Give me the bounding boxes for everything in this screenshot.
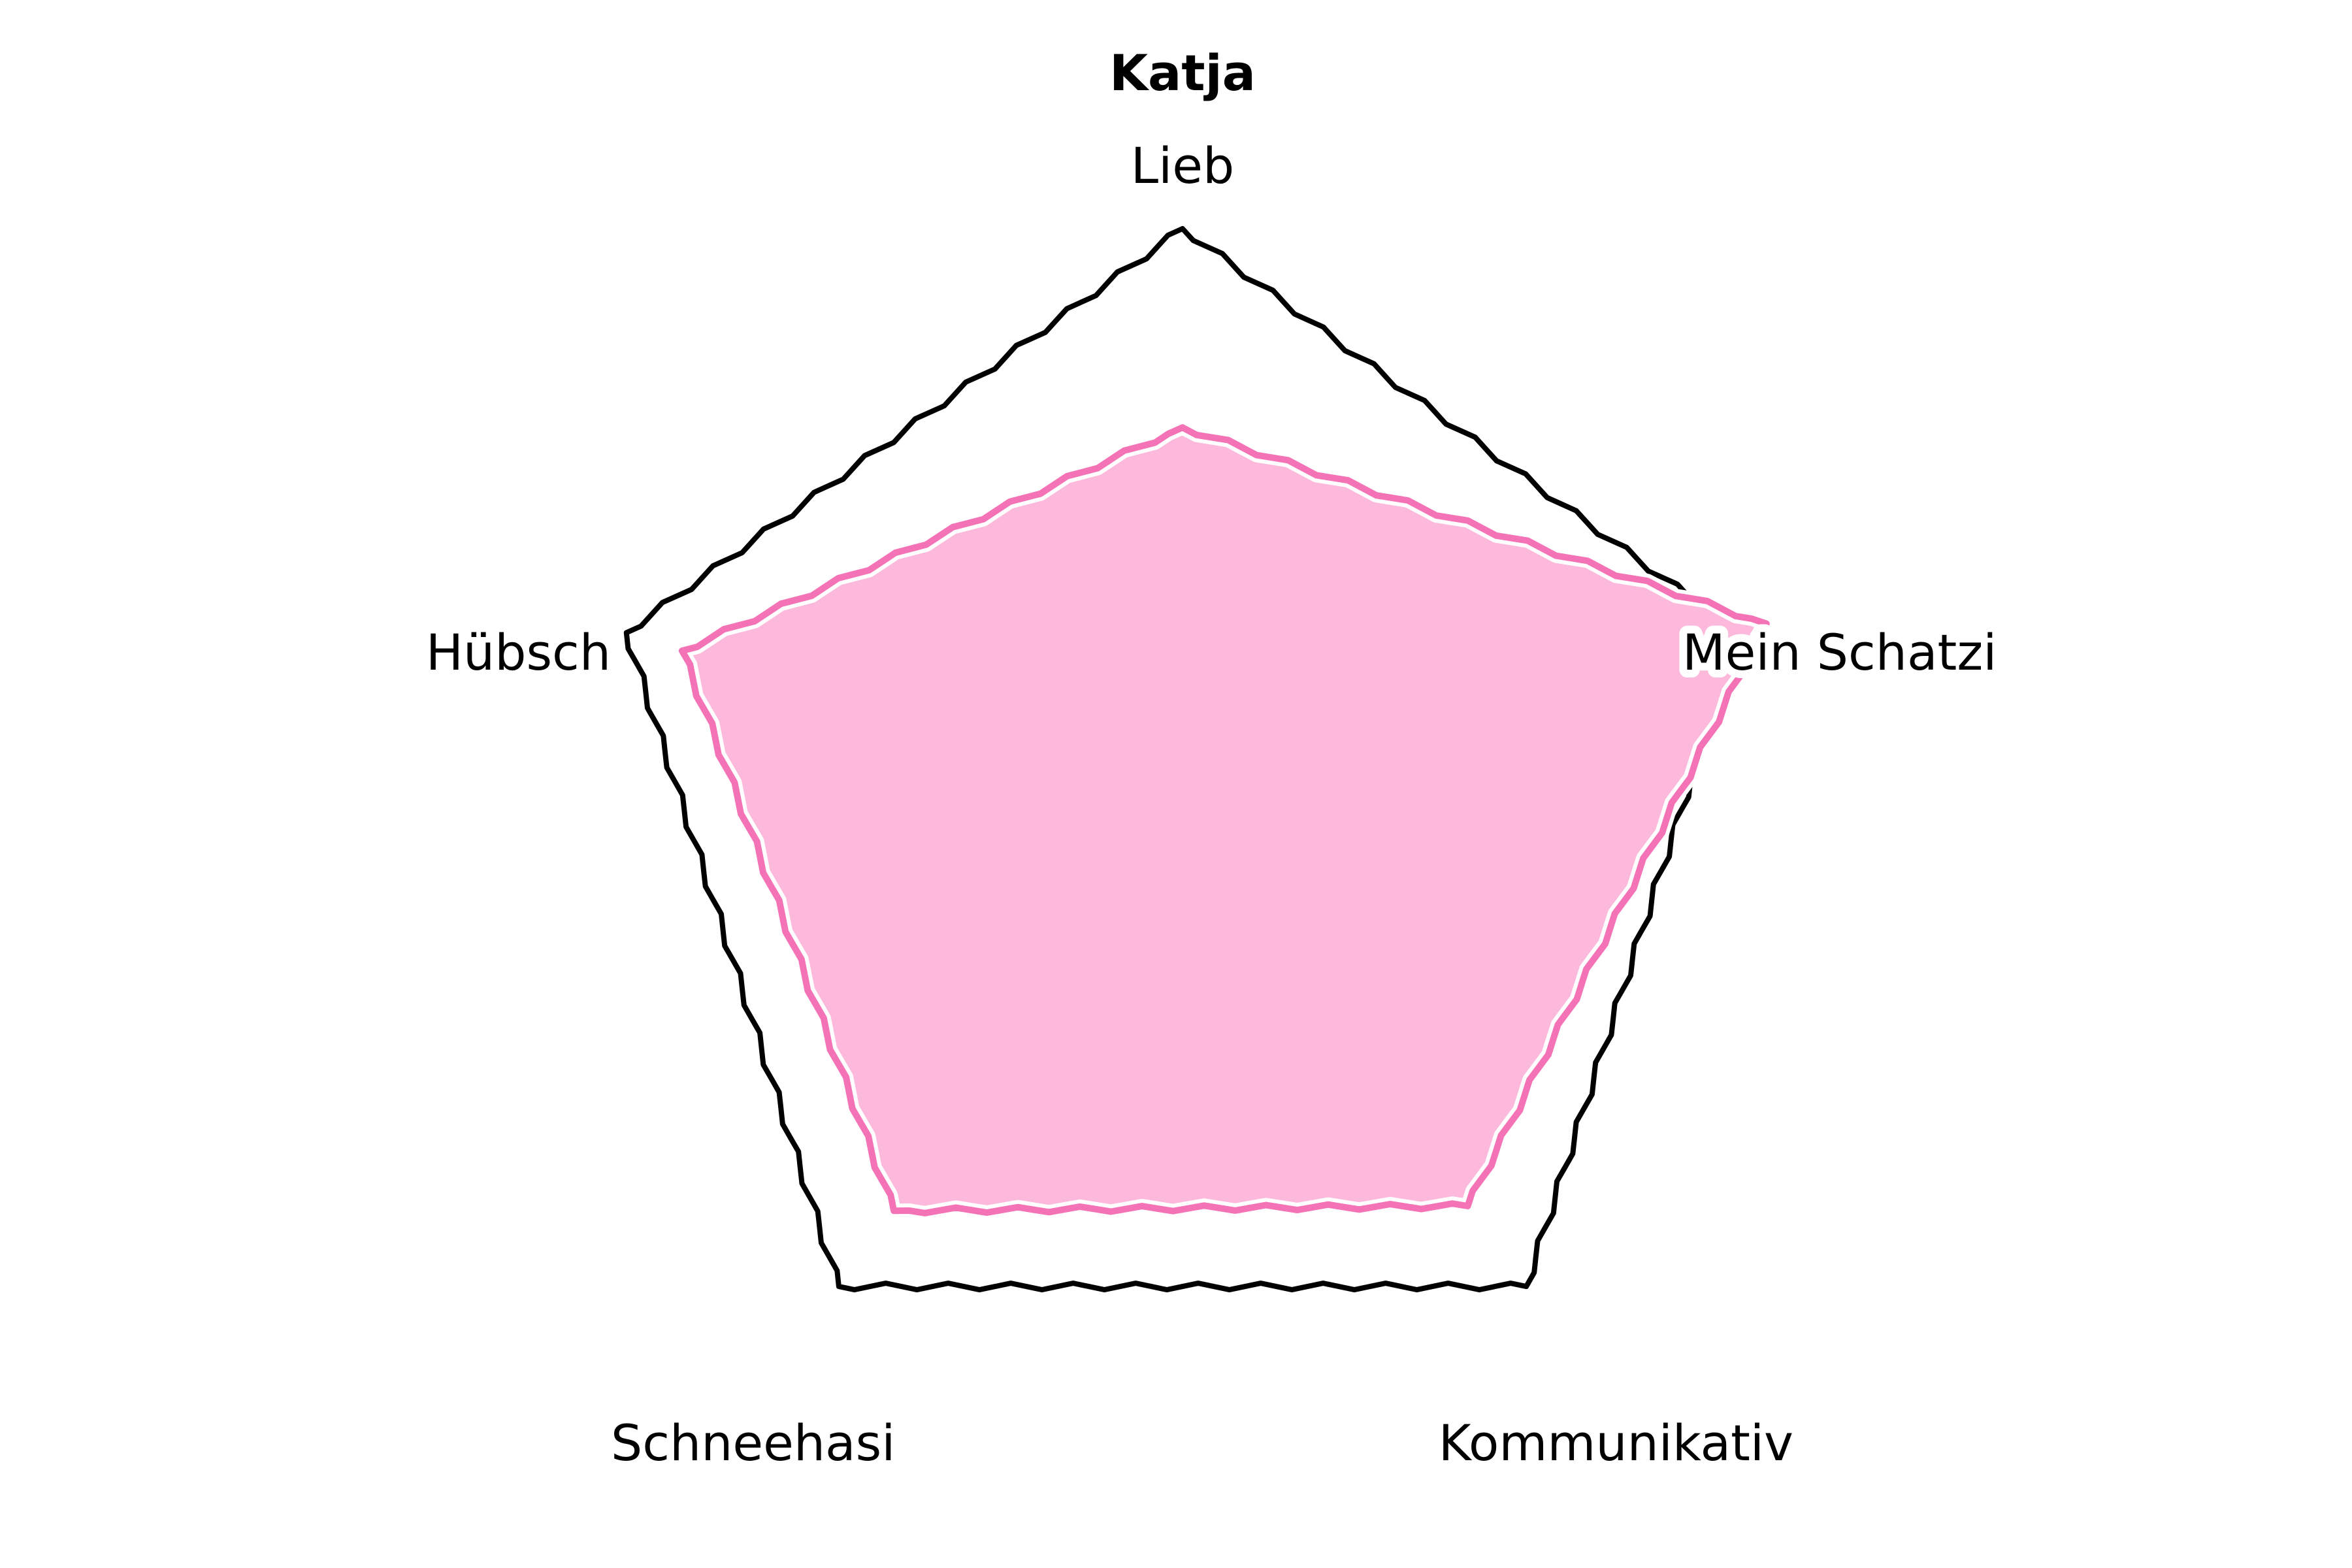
axis-label-halo: Lieb	[1131, 137, 1234, 195]
axis-label-5: Hübsch	[426, 623, 611, 681]
axis-label-halo: Kommunikativ	[1439, 1414, 1793, 1472]
axis-label-2: Mein Schatzi	[1682, 623, 1997, 681]
axis-label-4: Schneehasi	[611, 1414, 895, 1472]
axis-label-halo: Hübsch	[426, 623, 611, 681]
axis-label-halo: Schneehasi	[611, 1414, 895, 1472]
series-area	[681, 427, 1767, 1213]
axis-label-halo: Mein Schatzi	[1682, 623, 1997, 681]
chart-title: Katja	[1109, 44, 1256, 102]
axis-label-3: Kommunikativ	[1439, 1414, 1793, 1472]
series-line	[678, 424, 1770, 1217]
radar-frame	[623, 226, 1742, 1293]
axis-label-1: Lieb	[1131, 137, 1234, 195]
